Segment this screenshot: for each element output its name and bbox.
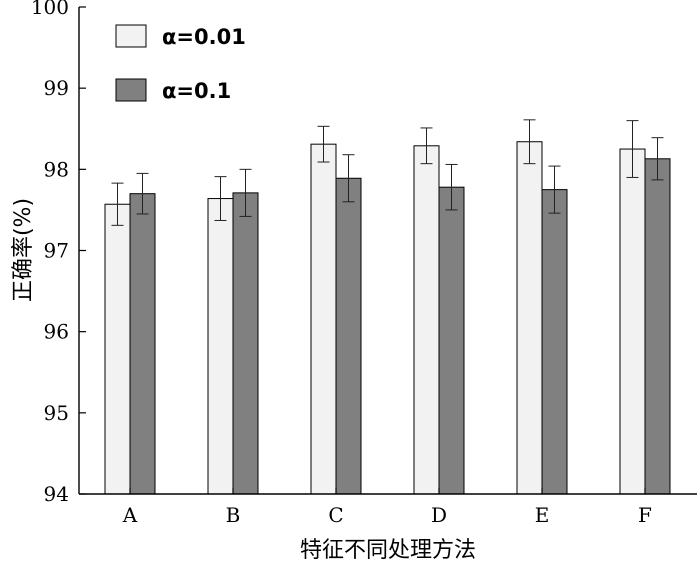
y-tick-label-94: 94 <box>44 482 69 506</box>
bar-E-series-2 <box>541 189 568 495</box>
x-tick-label-D: D <box>431 503 447 527</box>
x-tick-label-B: B <box>226 503 241 527</box>
y-tick-label-100: 100 <box>31 0 69 19</box>
bars-layer <box>104 141 671 495</box>
bar-C-series-2 <box>335 177 362 495</box>
legend-swatch-series-1 <box>115 24 147 48</box>
legend-label-series-2: α=0.1 <box>162 79 231 103</box>
y-tick-label-97: 97 <box>44 239 69 263</box>
bar-A-series-1 <box>104 203 131 495</box>
bar-B-series-1 <box>207 198 234 495</box>
bar-E-series-1 <box>516 141 543 495</box>
y-tick-label-95: 95 <box>44 401 69 425</box>
x-tick-label-C: C <box>328 503 343 527</box>
axes: 94 95 96 97 98 99 100 A B C D E F <box>31 0 697 527</box>
y-tick-label-98: 98 <box>44 157 69 181</box>
error-bars-layer <box>111 119 664 226</box>
bar-A-series-2 <box>129 193 156 495</box>
y-tick-label-96: 96 <box>44 320 69 344</box>
x-tick-label-E: E <box>535 503 550 527</box>
bar-F-series-1 <box>619 148 646 495</box>
y-axis-title: 正确率(%) <box>11 198 36 302</box>
bar-D-series-1 <box>413 145 440 495</box>
x-tick-label-A: A <box>122 503 138 527</box>
legend-label-series-1: α=0.01 <box>162 25 246 49</box>
x-axis-title: 特征不同处理方法 <box>300 538 476 563</box>
bar-D-series-2 <box>438 186 465 495</box>
legend: α=0.01 α=0.1 <box>115 24 246 103</box>
bar-B-series-2 <box>232 192 259 495</box>
bar-F-series-2 <box>644 158 671 495</box>
legend-swatch-series-2 <box>115 78 147 102</box>
y-tick-label-99: 99 <box>44 76 69 100</box>
bar-C-series-1 <box>310 143 337 495</box>
x-tick-label-F: F <box>638 503 652 527</box>
